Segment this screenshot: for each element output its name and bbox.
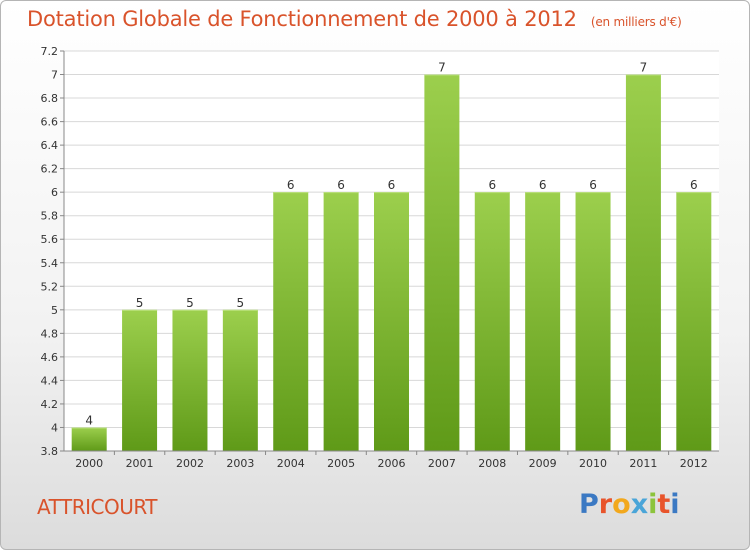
bar bbox=[122, 309, 158, 451]
x-tick-label: 2009 bbox=[529, 457, 557, 470]
x-tick-label: 2012 bbox=[680, 457, 708, 470]
chart-title-text: Dotation Globale de Fonctionnement de 20… bbox=[27, 7, 577, 31]
y-tick-label: 4 bbox=[51, 421, 58, 434]
bar bbox=[222, 309, 258, 451]
x-tick-label: 2005 bbox=[327, 457, 355, 470]
data-label: 5 bbox=[186, 296, 194, 310]
y-tick-label: 5.2 bbox=[41, 280, 59, 293]
y-tick-label: 4.4 bbox=[41, 374, 59, 387]
bar bbox=[525, 192, 561, 452]
bar bbox=[273, 192, 309, 452]
y-tick-label: 4.8 bbox=[41, 327, 59, 340]
y-tick-label: 6 bbox=[51, 186, 58, 199]
x-tick-label: 2011 bbox=[629, 457, 657, 470]
data-label: 5 bbox=[237, 296, 245, 310]
y-axis: 3.8 4 4.2 4.4 4.6 4.8 5 5.2 5.4 5.6 5.8 6 6.2 6.4 6.6 6… bbox=[41, 45, 65, 458]
y-tick-label: 6.8 bbox=[41, 92, 59, 105]
y-tick-label: 3.8 bbox=[41, 445, 59, 458]
y-tick-label: 5.4 bbox=[41, 257, 59, 270]
chart-title: Dotation Globale de Fonctionnement de 20… bbox=[27, 7, 682, 31]
y-tick-label: 5.8 bbox=[41, 210, 59, 223]
data-label: 6 bbox=[287, 178, 295, 192]
logo-letter: i bbox=[648, 489, 658, 520]
data-label: 5 bbox=[136, 296, 144, 310]
x-tick-label: 2006 bbox=[378, 457, 406, 470]
bar bbox=[374, 192, 409, 452]
logo-letter: P bbox=[579, 489, 599, 520]
x-tick-label: 2008 bbox=[478, 457, 506, 470]
data-label: 6 bbox=[488, 178, 496, 192]
y-tick-label: 7 bbox=[51, 69, 58, 82]
x-tick-label: 2007 bbox=[428, 457, 456, 470]
logo-letter: i bbox=[670, 489, 680, 520]
y-tick-label: 4.2 bbox=[41, 398, 59, 411]
logo-letter: r bbox=[598, 489, 613, 520]
logo-letter: t bbox=[657, 489, 671, 520]
bar bbox=[71, 427, 107, 451]
logo-letter: o bbox=[612, 489, 631, 520]
x-tick-label: 2003 bbox=[226, 457, 254, 470]
bar bbox=[676, 192, 712, 452]
bar bbox=[323, 192, 359, 452]
bar bbox=[625, 74, 661, 451]
y-tick-label: 6.6 bbox=[41, 116, 59, 129]
x-tick-label: 2010 bbox=[579, 457, 607, 470]
x-tick-label: 2002 bbox=[176, 457, 204, 470]
data-label: 6 bbox=[388, 178, 396, 192]
data-label: 6 bbox=[337, 178, 345, 192]
data-label: 7 bbox=[640, 61, 648, 75]
x-tick-label: 2004 bbox=[277, 457, 305, 470]
y-tick-label: 7.2 bbox=[41, 45, 59, 58]
y-tick-label: 6.2 bbox=[41, 163, 59, 176]
data-label: 6 bbox=[690, 178, 698, 192]
data-label: 4 bbox=[85, 413, 93, 427]
data-label: 6 bbox=[539, 178, 547, 192]
data-label: 6 bbox=[589, 178, 597, 192]
bar bbox=[474, 192, 510, 452]
unit-note: (en milliers d'€) bbox=[590, 15, 682, 29]
bar bbox=[424, 74, 460, 451]
commune-name: ATTRICOURT bbox=[37, 495, 158, 519]
data-label: 7 bbox=[438, 61, 446, 75]
bar bbox=[172, 309, 208, 451]
proxiti-logo: Proxiti bbox=[579, 489, 680, 520]
y-tick-label: 6.4 bbox=[41, 139, 59, 152]
y-tick-label: 5 bbox=[51, 304, 58, 317]
y-tick-label: 5.6 bbox=[41, 233, 59, 246]
bar bbox=[575, 192, 611, 452]
y-tick-label: 4.6 bbox=[41, 351, 59, 364]
logo-letter: x bbox=[630, 489, 649, 520]
bars bbox=[71, 74, 712, 452]
x-axis: 2000 2001 2002 2003 2004 2005 2006 2007 2008 2009… bbox=[64, 450, 719, 470]
data-labels: 4 5 5 5 6 6 6 7 6 6 6 7 6 bbox=[85, 61, 697, 428]
x-tick-label: 2000 bbox=[75, 457, 103, 470]
x-tick-label: 2001 bbox=[126, 457, 154, 470]
